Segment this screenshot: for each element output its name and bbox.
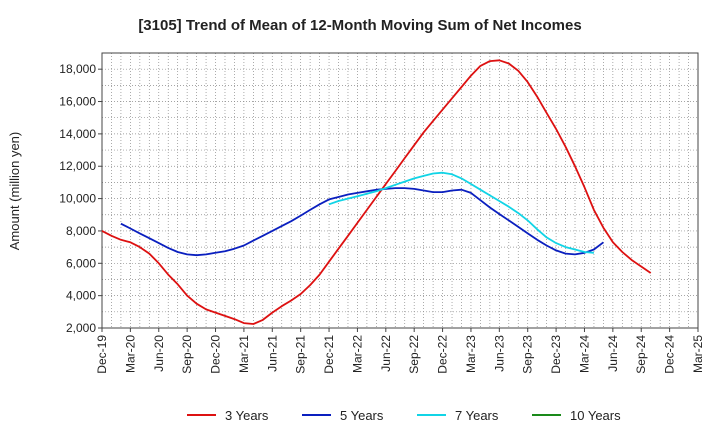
x-tick-label: Sep-21 xyxy=(294,335,308,374)
y-axis: 2,000 4,000 6,000 8,000 10,000 12,000 14,000 16… xyxy=(59,62,102,335)
chart-title: [3105] Trend of Mean of 12-Month Moving … xyxy=(138,17,581,34)
y-tick-label: 4,000 xyxy=(66,289,96,303)
legend-label-7-years: 7 Years xyxy=(455,408,499,423)
x-tick-label: Mar-23 xyxy=(464,335,478,373)
x-tick-label: Dec-22 xyxy=(436,335,450,374)
x-tick-label: Jun-24 xyxy=(606,335,620,372)
series-lines xyxy=(101,59,652,325)
x-tick-label: Dec-24 xyxy=(663,335,677,374)
y-tick-label: 12,000 xyxy=(59,159,96,173)
y-tick-label: 2,000 xyxy=(66,321,96,335)
y-tick-label: 14,000 xyxy=(59,127,96,141)
x-tick-label: Dec-23 xyxy=(549,335,563,374)
x-tick-label: Dec-19 xyxy=(95,335,109,374)
x-tick-label: Sep-22 xyxy=(407,335,421,374)
x-tick-label: Jun-20 xyxy=(152,335,166,372)
legend: 3 Years 5 Years 7 Years 10 Years xyxy=(187,408,621,423)
x-tick-label: Sep-23 xyxy=(521,335,535,374)
x-tick-label: Mar-22 xyxy=(350,335,364,373)
x-tick-label: Jun-23 xyxy=(492,335,506,372)
x-tick-label: Mar-20 xyxy=(123,335,137,373)
series-line-3-years xyxy=(101,59,652,325)
x-tick-label: Mar-25 xyxy=(691,335,705,373)
y-tick-label: 8,000 xyxy=(66,224,96,238)
legend-label-10-years: 10 Years xyxy=(570,408,621,423)
y-tick-label: 10,000 xyxy=(59,192,96,206)
x-axis: Dec-19 Mar-20 Jun-20 Sep-20 Dec-20 Mar-21 Jun-… xyxy=(95,328,705,374)
legend-label-3-years: 3 Years xyxy=(225,408,269,423)
plot-area xyxy=(101,52,699,329)
grid xyxy=(102,53,698,328)
y-tick-label: 18,000 xyxy=(59,62,96,76)
legend-label-5-years: 5 Years xyxy=(340,408,384,423)
series-line-5-years xyxy=(120,187,604,257)
x-tick-label: Jun-21 xyxy=(265,335,279,372)
x-tick-label: Sep-20 xyxy=(180,335,194,374)
y-tick-label: 16,000 xyxy=(59,95,96,109)
series-line-7-years xyxy=(328,171,594,254)
y-tick-label: 6,000 xyxy=(66,256,96,270)
x-tick-label: Mar-24 xyxy=(577,335,591,373)
x-tick-label: Jun-22 xyxy=(379,335,393,372)
x-tick-label: Sep-24 xyxy=(634,335,648,374)
x-tick-label: Mar-21 xyxy=(237,335,251,373)
x-tick-label: Dec-20 xyxy=(209,335,223,374)
y-axis-label: Amount (million yen) xyxy=(7,132,22,251)
x-tick-label: Dec-21 xyxy=(322,335,336,374)
